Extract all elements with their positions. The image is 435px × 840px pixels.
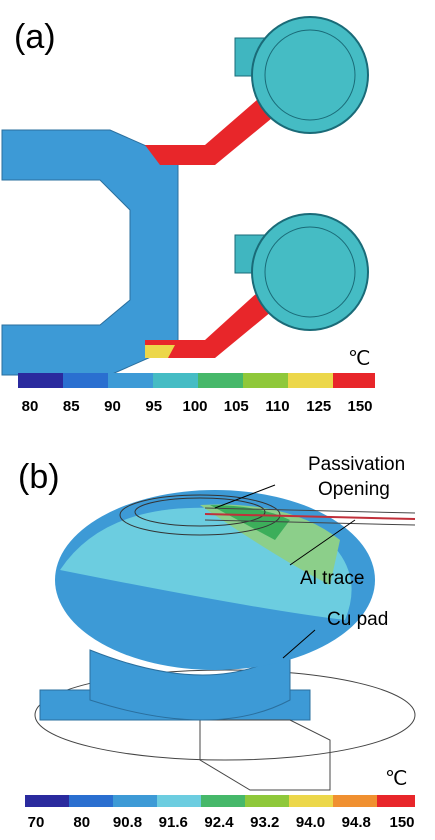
annotation: Cu pad [327,609,388,630]
figure: (a) ℃ 80 85 90 95 100 105 110 125 150 (b) [0,0,435,835]
scale-label: 85 [63,398,80,415]
scale-label: 90.8 [113,814,142,831]
annotation: Opening [318,479,390,500]
unit-label: ℃ [348,348,370,370]
scale-label: 100 [182,398,207,415]
scale-label: 125 [306,398,331,415]
unit-label: ℃ [385,768,407,790]
layout-a [2,17,375,388]
scale-label: 95 [145,398,162,415]
scale-label: 94.0 [296,814,325,831]
annotation: Passivation [308,454,405,475]
annotation: Al trace [300,568,364,589]
scale-label: 150 [347,398,372,415]
panel-label: (a) [14,18,56,56]
scale-label: 110 [265,398,289,415]
scale-labels: 70 80 90.8 91.6 92.4 93.2 94.0 94.8 150 [28,814,415,831]
scale-label: 92.4 [204,814,234,831]
scale-label: 91.6 [159,814,188,831]
scale-labels: 80 85 90 95 100 105 110 125 150 [22,398,373,415]
scale-label: 80 [22,398,39,415]
layout-b [25,485,415,807]
scale-label: 93.2 [250,814,279,831]
scale-label: 150 [389,814,414,831]
scale-label: 105 [224,398,249,415]
panel-label: (b) [18,458,60,496]
scale-label: 70 [28,814,45,831]
scale-label: 80 [73,814,90,831]
scale-label: 90 [104,398,121,415]
scale-label: 94.8 [342,814,371,831]
